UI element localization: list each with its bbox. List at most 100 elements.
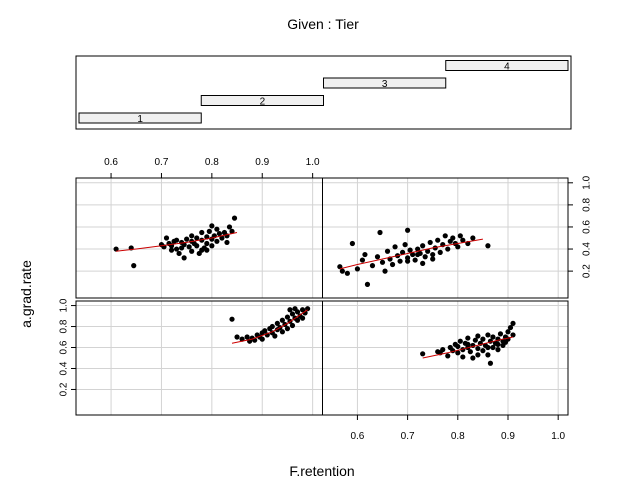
y-axis-label: a.grad.rate <box>18 260 34 328</box>
data-point <box>302 310 308 316</box>
data-point <box>460 354 466 360</box>
data-point <box>442 233 448 239</box>
data-point <box>339 268 345 274</box>
data-point <box>289 311 296 317</box>
smooth-line <box>231 309 308 344</box>
data-point <box>204 247 210 253</box>
data-point <box>274 320 280 326</box>
data-point <box>384 248 391 254</box>
data-point <box>272 333 278 339</box>
data-point <box>284 326 291 332</box>
data-point <box>420 260 426 266</box>
data-point <box>239 336 245 342</box>
data-point <box>229 228 235 234</box>
x-tick-label: 0.9 <box>501 431 515 442</box>
data-point <box>194 235 200 241</box>
tier-bar-2 <box>200 95 324 106</box>
data-point <box>415 246 421 252</box>
data-point <box>194 243 200 249</box>
given-tier-panel: 1 2 3 4 <box>75 55 572 130</box>
x-tick-label: 0.6 <box>350 431 364 442</box>
data-point <box>457 338 463 344</box>
data-point <box>186 244 192 250</box>
data-point <box>495 347 501 353</box>
tier-bar-label-4: 4 <box>504 62 510 73</box>
data-point <box>287 307 293 313</box>
data-point <box>467 349 473 355</box>
data-point <box>455 343 461 350</box>
data-point <box>435 237 441 243</box>
data-point <box>470 355 476 361</box>
y-tick-label: 0.2 <box>59 382 70 396</box>
data-point <box>485 243 491 249</box>
data-point <box>189 233 195 239</box>
data-point <box>369 263 376 269</box>
smooth-line <box>339 238 483 270</box>
data-point <box>209 243 215 249</box>
data-point <box>430 256 436 262</box>
data-point <box>234 334 240 340</box>
data-point <box>490 344 496 351</box>
panel-frame <box>322 300 569 416</box>
data-point <box>173 237 180 243</box>
data-point <box>485 352 491 358</box>
data-point <box>487 360 494 366</box>
data-point <box>445 246 451 252</box>
panel-tier-1 <box>75 177 323 299</box>
data-point <box>199 229 205 236</box>
data-point <box>450 235 456 241</box>
data-point <box>402 242 408 248</box>
data-point <box>497 331 504 337</box>
data-point <box>231 215 238 221</box>
data-point <box>229 316 235 322</box>
data-point <box>427 239 433 246</box>
x-tick-label: 0.9 <box>255 157 269 168</box>
data-point <box>244 334 250 340</box>
data-point <box>465 341 471 347</box>
data-point <box>405 227 411 233</box>
panel-tier-3 <box>322 177 569 299</box>
data-point <box>179 245 185 251</box>
data-point <box>382 268 388 274</box>
data-point <box>163 235 170 241</box>
data-point <box>407 247 413 253</box>
x-tick-label: 0.8 <box>205 157 219 168</box>
y-tick-label: 1.0 <box>59 298 70 312</box>
data-point <box>294 317 301 323</box>
data-point <box>495 341 501 347</box>
data-point <box>475 345 481 352</box>
data-point <box>199 247 205 253</box>
data-point <box>176 250 182 257</box>
top-x-axis: 0.6 0.7 0.8 0.9 1.0 <box>104 157 320 178</box>
data-point <box>465 335 471 341</box>
data-point <box>470 235 476 241</box>
y-tick-label: 1.0 <box>582 175 593 189</box>
data-point <box>262 328 268 334</box>
panel-grid <box>75 177 569 416</box>
data-point <box>219 235 225 241</box>
data-point <box>206 228 212 234</box>
x-tick-label: 1.0 <box>551 431 565 442</box>
data-point <box>440 347 446 353</box>
data-point <box>437 249 443 255</box>
data-point <box>349 240 355 247</box>
data-point <box>279 329 286 335</box>
data-point <box>259 336 265 342</box>
data-point <box>374 254 381 260</box>
data-point <box>485 332 491 338</box>
data-point <box>377 229 383 236</box>
data-point <box>344 270 350 276</box>
data-point <box>405 258 411 264</box>
data-point <box>354 266 361 272</box>
data-point <box>457 233 463 239</box>
data-point <box>505 329 511 335</box>
data-point <box>299 315 306 321</box>
data-point <box>379 259 386 265</box>
tier-bar-label-3: 3 <box>382 79 388 90</box>
data-point <box>292 306 298 312</box>
data-point <box>510 332 516 338</box>
smooth-line <box>116 232 238 252</box>
data-point <box>410 251 416 258</box>
data-point <box>284 314 291 320</box>
